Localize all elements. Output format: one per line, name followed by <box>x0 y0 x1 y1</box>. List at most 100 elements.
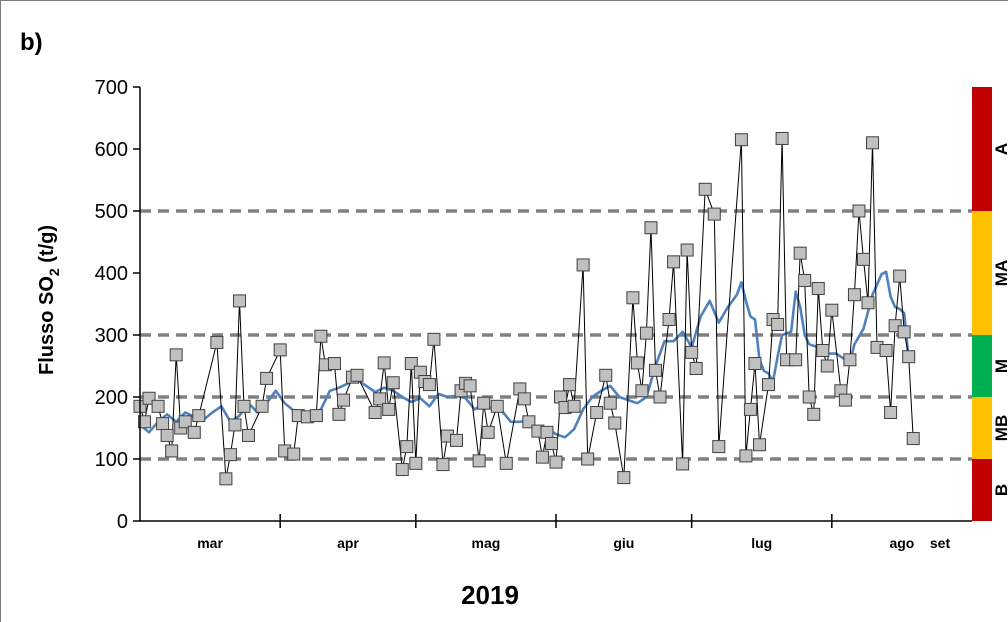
data-point <box>192 409 206 423</box>
y-tick-label: 0 <box>117 511 128 533</box>
data-point <box>260 371 274 385</box>
data-point <box>662 313 676 326</box>
data-point <box>771 317 785 331</box>
data-point <box>648 363 662 377</box>
class-band-mb <box>972 397 992 459</box>
data-point <box>667 255 681 269</box>
data-point <box>798 273 812 287</box>
data-point <box>802 390 816 404</box>
data-point <box>427 332 441 346</box>
data-point <box>450 433 464 447</box>
data-point <box>807 407 821 421</box>
data-point <box>472 454 486 468</box>
data-point <box>752 438 766 452</box>
data-point <box>897 325 911 339</box>
data-point <box>680 243 694 257</box>
data-point <box>743 402 757 416</box>
y-tick-label: 300 <box>95 325 128 347</box>
data-point <box>332 407 346 421</box>
data-point <box>852 204 866 218</box>
data-point <box>567 399 581 413</box>
data-point <box>151 399 165 413</box>
data-point <box>400 440 414 454</box>
data-point <box>816 344 830 357</box>
data-point <box>373 392 387 406</box>
data-point <box>676 457 690 471</box>
data-point <box>327 357 341 371</box>
data-point <box>847 288 861 302</box>
data-point <box>273 343 287 357</box>
data-point <box>187 425 201 439</box>
data-point <box>820 359 834 373</box>
data-point <box>138 415 152 429</box>
data-point <box>178 415 192 429</box>
data-point <box>762 378 776 392</box>
class-label-b: B <box>992 484 1008 496</box>
data-point <box>287 447 301 461</box>
moving-average-series <box>139 270 910 439</box>
data-point <box>843 353 857 367</box>
data-point <box>590 406 604 419</box>
data-point <box>893 269 907 283</box>
threshold-lines <box>140 209 972 461</box>
data-point <box>422 378 436 392</box>
y-tick-label: 600 <box>95 139 128 161</box>
data-point <box>866 136 880 150</box>
class-label-a: A <box>992 143 1008 155</box>
month-label-apr: apr <box>337 535 359 551</box>
class-label-ma: MA <box>992 260 1008 286</box>
class-label-mb: MB <box>992 415 1008 441</box>
data-point <box>409 456 423 470</box>
data-point <box>219 472 233 486</box>
data-point <box>712 440 726 454</box>
data-point <box>255 399 269 413</box>
data-point <box>789 353 803 367</box>
data-point <box>228 418 242 432</box>
axes <box>133 86 972 528</box>
data-point <box>477 396 491 410</box>
data-point <box>395 463 409 477</box>
moving-average-line <box>139 270 910 439</box>
data-point <box>639 326 653 340</box>
class-band-ma <box>972 211 992 335</box>
data-point <box>825 303 839 317</box>
data-point <box>811 282 825 295</box>
data-point <box>499 456 513 470</box>
data-point <box>698 182 712 196</box>
y-tick-label: 500 <box>95 201 128 223</box>
data-point <box>626 291 640 305</box>
data-point <box>490 399 504 413</box>
data-point <box>223 448 237 462</box>
data-point <box>535 450 549 464</box>
data-point <box>165 444 179 458</box>
data-point <box>563 378 577 392</box>
data-point <box>581 452 595 466</box>
data-point <box>902 350 916 364</box>
data-point <box>350 368 364 382</box>
data-point <box>793 246 807 260</box>
data-point <box>540 425 554 439</box>
data-point <box>603 396 617 410</box>
data-point <box>906 432 920 446</box>
month-label-lug: lug <box>751 535 772 551</box>
panel-label: b) <box>20 29 43 56</box>
month-label-mar: mar <box>197 535 223 551</box>
data-point <box>775 131 789 145</box>
data-point <box>436 458 450 472</box>
data-point <box>517 392 531 406</box>
month-label-set: set <box>930 535 951 551</box>
month-label-giu: giu <box>613 535 634 551</box>
data-point <box>386 376 400 390</box>
data-point <box>653 390 667 404</box>
data-point <box>748 357 762 371</box>
data-point <box>838 393 852 407</box>
data-point <box>739 449 753 463</box>
data-point <box>156 417 170 431</box>
month-label-mag: mag <box>472 535 501 551</box>
class-band-a <box>972 87 992 211</box>
data-point <box>861 296 875 310</box>
data-point <box>707 207 721 221</box>
data-point <box>382 402 396 416</box>
